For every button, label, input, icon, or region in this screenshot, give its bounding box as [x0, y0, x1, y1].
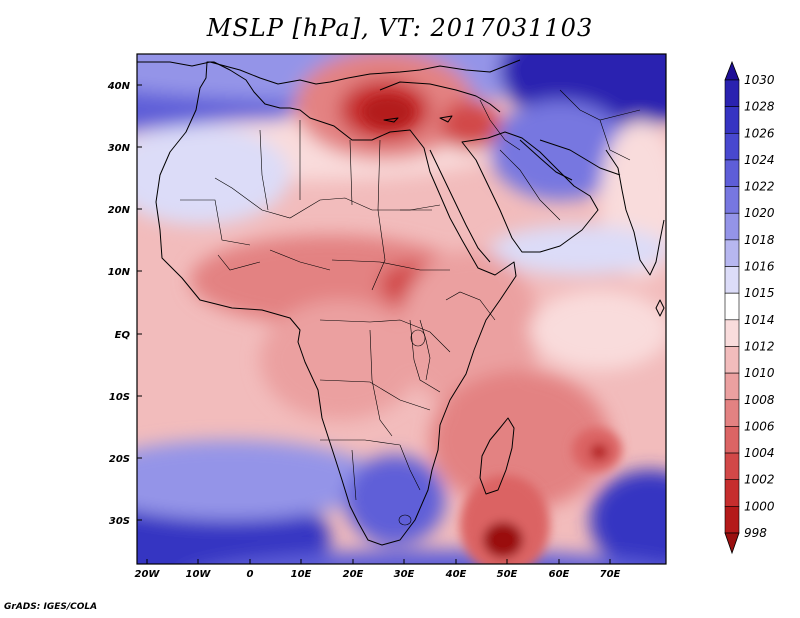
region-se-high: [590, 470, 666, 564]
colorbar-swatch: [724, 426, 740, 454]
mozambique-low-outer: [460, 475, 550, 564]
y-tick-label: 10S: [109, 392, 130, 403]
x-tick-label: 40E: [445, 569, 467, 580]
mascarene-low-inner: [590, 444, 608, 460]
x-tick-label: 70E: [600, 569, 621, 580]
region-io-pale: [530, 290, 666, 370]
chart-title: MSLP [hPa], VT: 2017031103: [206, 14, 594, 42]
colorbar-over-triangle: [724, 60, 740, 81]
y-tick-label: EQ: [115, 330, 131, 341]
colorbar-level-label: 1028: [744, 100, 775, 114]
india-coastline: [605, 149, 665, 276]
colorbar-level-label: 1014: [744, 313, 775, 327]
y-tick-label: 30S: [109, 516, 130, 527]
colorbar-swatch: [724, 452, 740, 481]
pressure-lows-sharp: [363, 96, 622, 564]
coastlines: [137, 59, 665, 546]
x-tick-label: 10W: [186, 569, 212, 580]
arabia-coastline: [461, 131, 599, 253]
region-congo: [260, 300, 420, 420]
europe-coastline: [137, 59, 521, 85]
y-tick-label: 30N: [108, 143, 131, 154]
plot-frame: [136, 53, 667, 565]
colorbar-level-label: 1008: [744, 393, 775, 407]
med-low-core: [363, 96, 413, 128]
turkey-coast: [379, 81, 501, 113]
iran-coast: [539, 139, 621, 176]
colorbar-swatch: [724, 186, 740, 214]
colorbar-level-label: 1000: [744, 499, 775, 513]
sri-lanka: [655, 299, 665, 317]
crete: [383, 117, 399, 123]
colorbar-level-label: 1018: [744, 233, 775, 247]
colorbar-swatch: [724, 239, 740, 267]
colorbar-swatch: [724, 479, 740, 507]
madagascar: [479, 417, 515, 495]
colorbar-swatch: [724, 506, 740, 534]
region-nw-africa-light: [137, 125, 290, 225]
x-tick-label: 0: [247, 569, 254, 580]
cyprus: [439, 115, 453, 123]
colorbar-level-label: 1024: [744, 153, 775, 167]
mozambique-low-inner: [483, 522, 523, 558]
red-sea-west: [429, 149, 491, 263]
x-axis: [146, 559, 611, 564]
colorbar-swatch: [724, 266, 740, 294]
colorbar-level-label: 1026: [744, 126, 775, 140]
x-tick-label: 10E: [291, 569, 312, 580]
region-sa-high: [345, 455, 445, 545]
y-tick-label: 20N: [108, 205, 131, 216]
colorbar-level-label: 1016: [744, 260, 775, 274]
y-tick-label: 40N: [107, 81, 131, 92]
y-tick-label: 20S: [109, 454, 130, 465]
colorbar: 1030 1028 1026 1024 1022 1020 1018 1016 1015 1014…: [724, 60, 775, 555]
colorbar-level-label: 1006: [744, 419, 775, 433]
colorbar-swatch: [724, 292, 740, 321]
region-south-atlantic-mid: [137, 440, 380, 520]
colorbar-level-label: 1015: [744, 286, 775, 300]
colorbar-level-label: 1004: [744, 446, 775, 460]
colorbar-swatch: [724, 132, 740, 161]
colorbar-level-label: 1012: [744, 339, 775, 353]
colorbar-swatch: [724, 212, 740, 241]
colorbar-level-label: 1002: [744, 473, 775, 487]
grads-credit: GrADS: IGES/COLA: [4, 602, 98, 612]
colorbar-swatch: [724, 159, 740, 187]
colorbar-level-label: 1030: [744, 73, 775, 87]
country-borders: [180, 89, 641, 526]
colorbar-level-label: 998: [744, 526, 767, 540]
colorbar-level-label: 1010: [744, 366, 775, 380]
region-levant-low: [440, 100, 500, 150]
x-tick-label: 20E: [343, 569, 364, 580]
x-tick-label: 50E: [497, 569, 518, 580]
pressure-field: [137, 54, 666, 564]
y-tick-label: 10N: [108, 267, 131, 278]
colorbar-swatch: [724, 372, 740, 401]
colorbar-level-label: 1020: [744, 206, 775, 220]
region-arabia-high: [490, 100, 630, 200]
colorbar-level-label: 1022: [744, 180, 775, 194]
colorbar-swatch: [724, 319, 740, 347]
colorbar-under-triangle: [724, 532, 740, 555]
colorbar-swatch: [724, 106, 740, 134]
colorbar-swatch: [724, 79, 740, 107]
region-mozambique: [430, 370, 610, 510]
persian-gulf: [519, 139, 573, 181]
region-far-south: [220, 550, 660, 564]
region-arabian-sea-light: [490, 225, 666, 275]
colorbar-swatch: [724, 399, 740, 427]
region-east-africa: [400, 250, 540, 410]
y-axis: [137, 84, 142, 521]
x-tick-label: 30E: [394, 569, 415, 580]
x-tick-label: 60E: [549, 569, 570, 580]
africa-coastline: [155, 61, 517, 546]
x-tick-label: 20W: [135, 569, 161, 580]
colorbar-swatch: [724, 346, 740, 374]
